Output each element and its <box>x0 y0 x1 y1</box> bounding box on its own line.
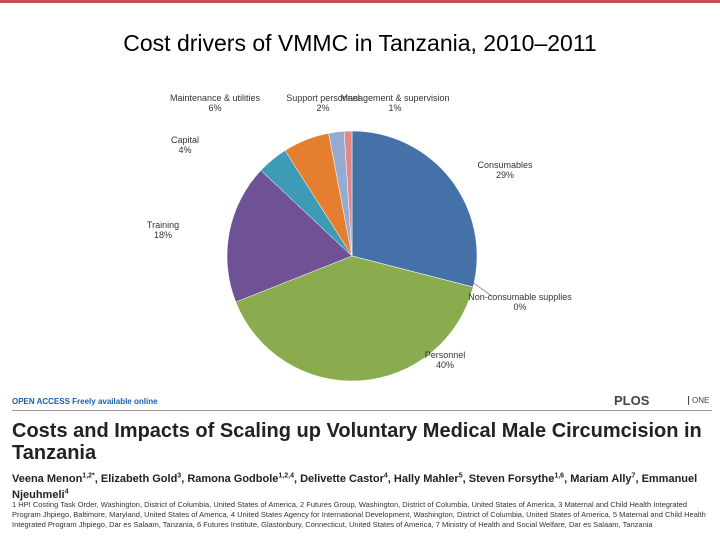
slice-label: Capital 4% <box>130 135 240 155</box>
slice-label: Consumables 29% <box>450 160 560 180</box>
author-affil: 1,2* <box>82 472 95 479</box>
author: Steven Forsythe1,6 <box>468 472 570 485</box>
slice-name: Personnel <box>424 350 466 360</box>
slice-value: 1% <box>388 103 402 113</box>
rule <box>12 410 712 411</box>
slice-name: Capital <box>170 135 199 145</box>
journal-logo: PLOS <box>614 393 650 408</box>
author-name: Hally Mahler <box>393 472 459 485</box>
slice-label: Management & supervision 1% <box>340 93 450 113</box>
slice-label: Maintenance & utilities 6% <box>160 93 270 113</box>
slice-name: Support personnel <box>286 93 360 103</box>
slice-label: Training 18% <box>108 220 218 240</box>
pie-slice <box>351 130 478 288</box>
pie-slice <box>343 130 353 257</box>
top-bar <box>0 0 720 3</box>
pie-chart <box>226 130 493 382</box>
slice-value: 4% <box>178 145 192 155</box>
author-affil: 4 <box>383 472 388 479</box>
slice-label: Support personnel 2% <box>268 93 378 113</box>
author: Ramona Godbole1,2,4 <box>187 472 300 485</box>
affiliations: 1 HPI Costing Task Order, Washington, Di… <box>12 500 706 529</box>
slice-label: Non-consumable supplies 0% <box>465 292 575 312</box>
author-affil: 7 <box>631 472 636 479</box>
author-name: Ramona Godbole <box>187 472 279 485</box>
slice-name: Maintenance & utilities <box>169 93 261 103</box>
author-name: Elizabeth Gold <box>100 472 178 485</box>
slice-value: 29% <box>495 170 514 180</box>
author-name: Mariam Ally <box>570 472 632 485</box>
leader-line <box>471 281 493 297</box>
slice-value: 6% <box>208 103 222 113</box>
access-badge: OPEN ACCESS Freely available online <box>12 397 158 406</box>
author-affil: 1,6 <box>554 472 565 479</box>
slice-value: 2% <box>316 103 330 113</box>
author: Mariam Ally7 <box>570 472 641 485</box>
author-name: Delivette Castor <box>300 472 384 485</box>
author-name: Veena Menon <box>12 472 83 485</box>
slice-name: Management & supervision <box>340 93 450 103</box>
author-affil: 4 <box>64 488 69 496</box>
pie-slice <box>226 170 353 303</box>
author-affil: 1,2,4 <box>278 472 294 479</box>
slice-value: 40% <box>435 360 454 370</box>
author: Hally Mahler5 <box>393 472 469 485</box>
author-affil: 3 <box>177 472 182 479</box>
slice-name: Training <box>146 220 180 230</box>
slice-name: Non-consumable supplies <box>468 292 572 302</box>
article-title: Costs and Impacts of Scaling up Voluntar… <box>12 420 702 464</box>
slice-label: Personnel 40% <box>390 350 500 370</box>
author-affil: 5 <box>458 472 463 479</box>
pie-slice <box>235 255 474 382</box>
author-name: Emmanuel Njeuhmeli <box>12 472 698 502</box>
author: Elizabeth Gold3 <box>100 472 187 485</box>
article-header: OPEN ACCESS Freely available online PLOS… <box>0 380 720 540</box>
author: Veena Menon1,2* <box>12 472 101 485</box>
slice-name: Consumables <box>477 160 533 170</box>
author: Emmanuel Njeuhmeli4 <box>12 473 697 502</box>
chart-title: Cost drivers of VMMC in Tanzania, 2010–2… <box>123 30 597 56</box>
slice-value: 18% <box>153 230 172 240</box>
slice-value: 0% <box>513 302 527 312</box>
author: Delivette Castor4 <box>300 472 394 485</box>
journal-sub: ONE <box>688 396 709 405</box>
author-name: Steven Forsythe <box>468 472 555 485</box>
authors: Veena Menon1,2*Elizabeth Gold3Ramona God… <box>12 469 712 502</box>
